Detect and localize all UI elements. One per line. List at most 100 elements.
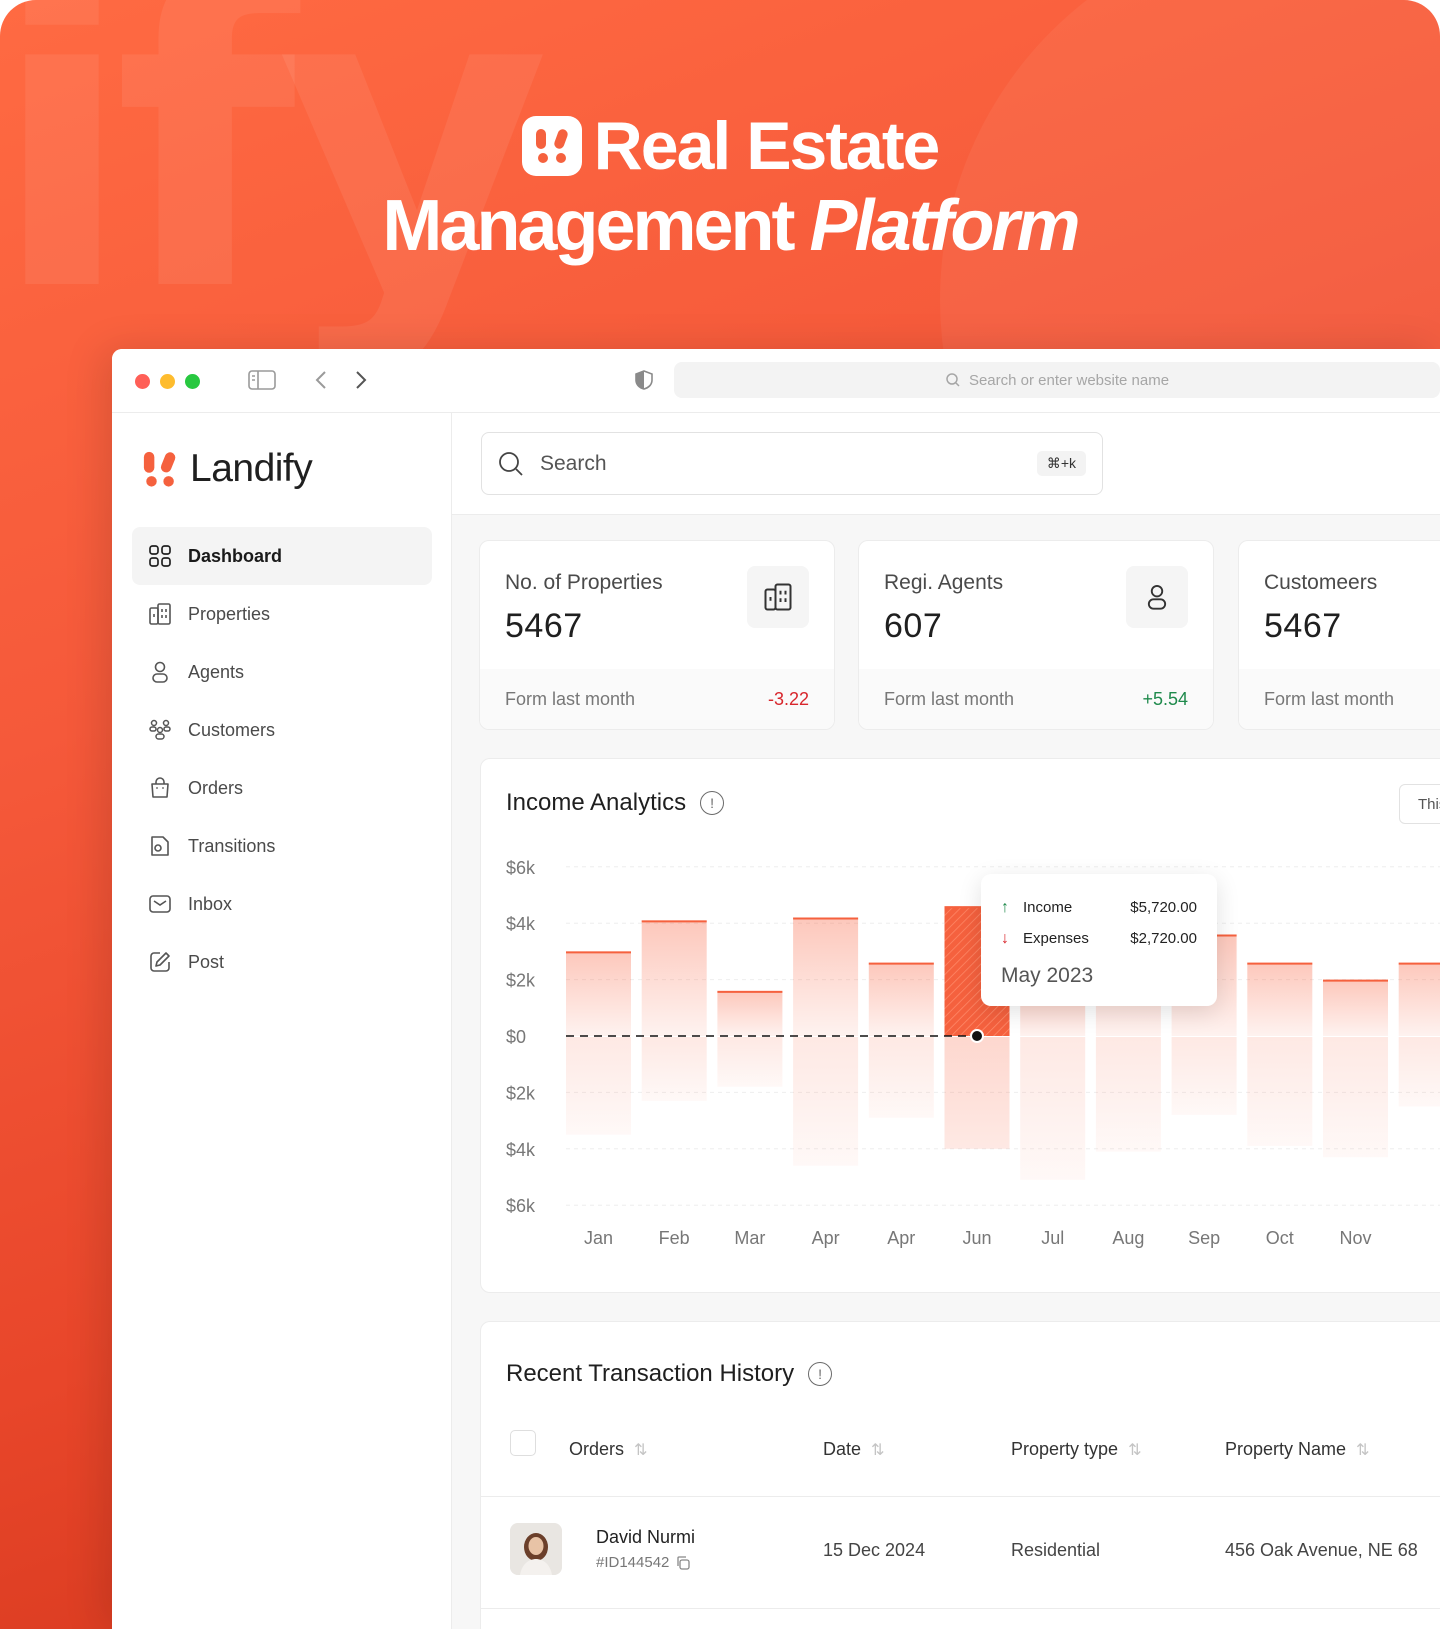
brand[interactable]: Landify	[142, 447, 313, 491]
panel-title: Recent Transaction History !	[506, 1360, 833, 1388]
user-icon	[152, 661, 168, 683]
arrow-up-icon: ↑	[1001, 898, 1009, 916]
stat-card-customers[interactable]: Customeers 5467 Form last month	[1238, 540, 1440, 730]
sort-icon[interactable]: ⇅	[871, 1441, 885, 1459]
stat-footer-label: Form last month	[505, 688, 636, 709]
expense-bar	[1095, 1037, 1161, 1152]
hero-line-2: Management	[382, 186, 795, 266]
stat-value: 5467	[1264, 607, 1342, 645]
search-icon	[946, 373, 960, 387]
landify-logo-icon	[521, 116, 582, 176]
stat-value: 607	[884, 607, 943, 645]
expense-bar	[944, 1037, 1010, 1149]
chart-tooltip: ↑ Income $5,720.00 ↓ Expenses $2,720.00 …	[981, 874, 1217, 1006]
sidebar-item-dashboard[interactable]: Dashboard	[132, 527, 432, 585]
tooltip-date: May 2023	[1001, 964, 1094, 987]
property-type: Residential	[1011, 1540, 1101, 1560]
column-header-property-name[interactable]: Property Name ⇅	[1225, 1439, 1369, 1460]
sidebar-item-label: Transitions	[188, 835, 276, 856]
sidebar-item-label: Agents	[188, 661, 245, 682]
expense-bar	[1323, 1037, 1388, 1158]
maximize-window-button[interactable]	[185, 374, 200, 389]
divider	[481, 1608, 1440, 1609]
main-content: Search ⌘+k No. of Properties 5467	[452, 413, 1440, 1629]
sidebar-item-transitions[interactable]: Transitions	[132, 817, 432, 875]
income-bar	[793, 917, 859, 1036]
browser-titlebar: Search or enter website name	[112, 349, 1440, 413]
stat-title: Regi. Agents	[884, 571, 1004, 594]
column-label: Orders	[569, 1439, 625, 1459]
info-icon[interactable]: !	[700, 791, 725, 815]
x-tick-label: Oct	[1266, 1228, 1294, 1248]
expense-bar	[868, 1037, 934, 1118]
x-tick-label: Mar	[734, 1228, 765, 1248]
column-header-property-type[interactable]: Property type ⇅	[1011, 1439, 1141, 1460]
shield-icon[interactable]	[634, 369, 654, 391]
minimize-window-button[interactable]	[160, 374, 175, 389]
landify-logo-icon	[143, 451, 176, 487]
forward-arrow-icon[interactable]	[354, 369, 368, 391]
search-input[interactable]: Search ⌘+k	[481, 432, 1103, 495]
income-bar	[566, 951, 631, 1036]
y-tick-label: $4k	[506, 1140, 536, 1160]
hero-line-1: Real Estate	[593, 108, 941, 184]
tooltip-income-row: ↑ Income $5,720.00	[1001, 892, 1197, 923]
background-watermark-text: ify	[0, 0, 550, 384]
sidebar-item-inbox[interactable]: Inbox	[132, 875, 432, 933]
shopping-bag-icon	[151, 777, 169, 798]
sort-icon[interactable]: ⇅	[1128, 1441, 1142, 1459]
income-bar	[1247, 962, 1313, 1036]
tooltip-value: $2,720.00	[1130, 930, 1197, 947]
income-bar	[717, 990, 783, 1036]
stat-footer: Form last month	[1239, 669, 1440, 729]
users-icon	[149, 719, 171, 740]
sidebar-item-orders[interactable]: Orders	[132, 759, 432, 817]
income-bar	[641, 920, 707, 1036]
transaction-date: 15 Dec 2024	[823, 1540, 926, 1560]
tooltip-expenses-row: ↓ Expenses $2,720.00	[1001, 923, 1197, 954]
back-arrow-icon[interactable]	[314, 369, 328, 391]
sort-icon[interactable]: ⇅	[634, 1441, 648, 1459]
address-bar[interactable]: Search or enter website name	[674, 362, 1440, 398]
sidebar-item-agents[interactable]: Agents	[132, 643, 432, 701]
income-bar	[868, 962, 934, 1036]
sidebar-nav: Dashboard Properties	[132, 527, 432, 991]
sidebar-item-post[interactable]: Post	[132, 933, 432, 991]
sidebar-item-customers[interactable]: Customers	[132, 701, 432, 759]
column-header-date[interactable]: Date ⇅	[823, 1439, 884, 1460]
y-tick-label: $2k	[506, 971, 536, 991]
hero-title: Real Estate Management Platform	[0, 106, 1440, 266]
copy-icon[interactable]	[675, 1555, 691, 1571]
column-header-orders[interactable]: Orders ⇅	[569, 1439, 647, 1460]
stat-value: 5467	[505, 607, 583, 645]
stat-footer-label: Form last month	[884, 688, 1015, 709]
tooltip-value: $5,720.00	[1130, 899, 1197, 916]
x-tick-label: Sep	[1188, 1228, 1220, 1248]
hero-line-2-italic: Platform	[809, 186, 1081, 266]
property-name: 456 Oak Avenue, NE 68	[1225, 1540, 1418, 1560]
sidebar-toggle-icon[interactable]	[248, 369, 276, 391]
period-select[interactable]: This Year	[1399, 784, 1440, 824]
stat-card-properties[interactable]: No. of Properties 5467 Form last month	[479, 540, 835, 730]
close-window-button[interactable]	[135, 374, 150, 389]
x-tick-label: Jun	[962, 1228, 991, 1248]
expense-bar	[793, 1037, 859, 1166]
edit-icon	[150, 952, 170, 972]
sidebar-item-properties[interactable]: Properties	[132, 585, 432, 643]
x-tick-label: Feb	[659, 1228, 690, 1248]
stat-card-agents[interactable]: Regi. Agents 607 Form last month +5.54	[858, 540, 1214, 730]
mail-icon	[149, 895, 171, 913]
sidebar-item-label: Dashboard	[188, 545, 283, 566]
expense-bar	[641, 1037, 707, 1101]
arrow-down-icon: ↓	[1001, 929, 1009, 947]
select-all-checkbox[interactable]	[510, 1430, 536, 1456]
expense-bar	[1171, 1037, 1237, 1115]
y-tick-label: $0	[506, 1027, 526, 1047]
address-placeholder: Search or enter website name	[968, 371, 1170, 389]
sort-icon[interactable]: ⇅	[1356, 1441, 1370, 1459]
stat-footer: Form last month -3.22	[480, 669, 834, 729]
info-icon[interactable]: !	[808, 1362, 833, 1386]
expense-bar	[566, 1037, 631, 1135]
stat-footer-label: Form last month	[1264, 688, 1395, 709]
